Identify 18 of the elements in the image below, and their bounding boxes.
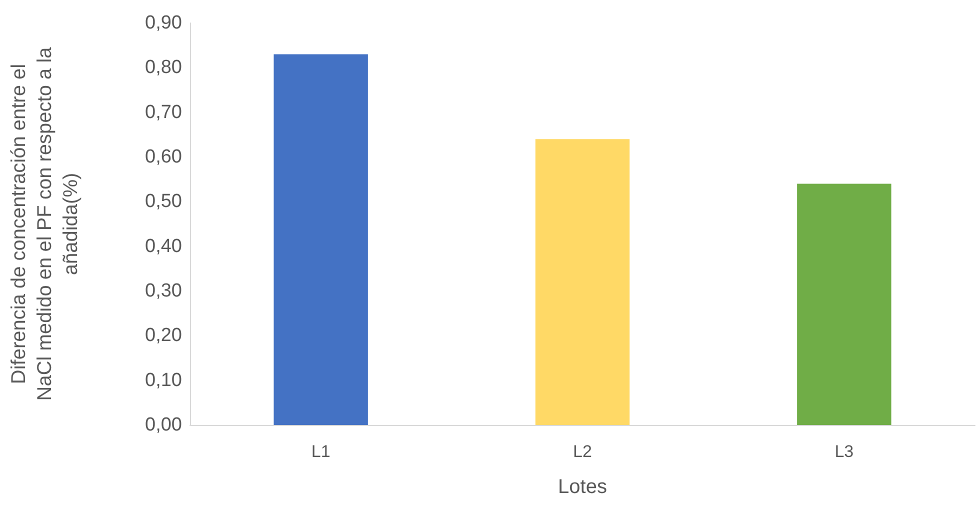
y-tick-label: 0,50 [145,191,182,212]
y-tick-label: 0,80 [145,57,182,78]
y-tick-label: 0,60 [145,146,182,168]
y-tick-label: 0,40 [145,236,182,257]
y-axis-title: Diferencia de concentración entre el NaCl medido en el PF con respecto a la añadida(%) [8,46,82,401]
bar [535,139,630,425]
bar [797,184,892,425]
x-tick-label: L3 [834,442,854,461]
y-tick-label: 0,90 [145,12,182,34]
x-tick-label: L2 [573,442,592,461]
y-tick-label: 0,10 [145,370,182,391]
bar [274,54,368,425]
y-tick-label: 0,20 [145,325,182,346]
y-tick-label: 0,00 [145,414,182,436]
y-tick-label: 0,30 [145,280,182,302]
y-tick-label: 0,70 [145,102,182,123]
x-tick-label: L1 [311,442,330,461]
x-axis-title: Lotes [558,476,607,498]
